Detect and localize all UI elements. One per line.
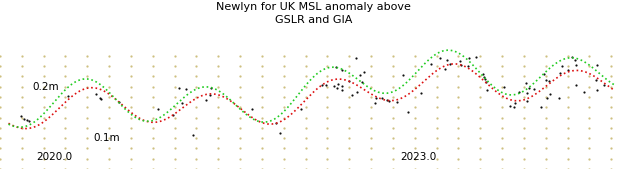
- Point: [205, 94, 215, 96]
- Point: [571, 84, 581, 86]
- Point: [332, 87, 342, 89]
- Point: [554, 97, 564, 99]
- Point: [555, 72, 565, 74]
- Point: [544, 80, 554, 83]
- Point: [442, 58, 452, 61]
- Text: 0.2m: 0.2m: [33, 82, 60, 92]
- Point: [188, 134, 198, 137]
- Point: [416, 91, 426, 94]
- Point: [478, 76, 488, 79]
- Point: [426, 63, 436, 66]
- Point: [505, 105, 515, 107]
- Point: [593, 89, 603, 92]
- Point: [456, 63, 466, 66]
- Text: 2023.0: 2023.0: [400, 152, 436, 162]
- Point: [510, 102, 520, 105]
- Point: [435, 57, 445, 60]
- Point: [350, 57, 361, 60]
- Point: [296, 108, 306, 111]
- Point: [329, 84, 339, 87]
- Point: [337, 85, 347, 87]
- Point: [472, 56, 482, 58]
- Text: 0.1m: 0.1m: [93, 133, 120, 143]
- Point: [384, 100, 394, 103]
- Point: [482, 81, 492, 83]
- Point: [357, 81, 367, 84]
- Point: [509, 105, 519, 108]
- Point: [428, 42, 438, 45]
- Text: Newlyn for UK MSL anomaly above
GSLR and GIA: Newlyn for UK MSL anomaly above GSLR and…: [216, 2, 411, 25]
- Point: [536, 106, 546, 109]
- Point: [24, 120, 34, 123]
- Point: [317, 83, 327, 86]
- Point: [398, 73, 408, 76]
- Point: [337, 68, 347, 71]
- Point: [321, 84, 331, 86]
- Point: [539, 73, 549, 76]
- Point: [63, 95, 73, 97]
- Point: [332, 82, 342, 85]
- Point: [403, 111, 413, 113]
- Point: [521, 81, 531, 84]
- Point: [455, 60, 465, 63]
- Point: [514, 91, 524, 94]
- Point: [599, 84, 609, 86]
- Point: [352, 91, 362, 93]
- Point: [522, 91, 532, 94]
- Point: [562, 69, 572, 72]
- Point: [359, 70, 369, 73]
- Point: [593, 64, 603, 67]
- Point: [167, 114, 177, 117]
- Point: [382, 99, 392, 101]
- Point: [114, 100, 124, 103]
- Point: [522, 100, 532, 103]
- Point: [440, 68, 450, 70]
- Point: [591, 79, 601, 82]
- Point: [371, 97, 381, 99]
- Text: 2020.0: 2020.0: [36, 152, 73, 162]
- Point: [337, 89, 347, 92]
- Point: [480, 78, 490, 81]
- Point: [95, 98, 105, 101]
- Point: [174, 86, 184, 89]
- Point: [19, 118, 29, 120]
- Point: [571, 64, 581, 67]
- Point: [177, 102, 187, 105]
- Point: [579, 90, 589, 93]
- Point: [529, 87, 539, 90]
- Point: [332, 66, 342, 68]
- Point: [95, 96, 105, 99]
- Point: [181, 88, 191, 91]
- Point: [347, 93, 357, 96]
- Point: [247, 108, 257, 111]
- Point: [355, 74, 365, 76]
- Point: [463, 65, 473, 68]
- Point: [91, 93, 101, 95]
- Point: [545, 93, 555, 95]
- Point: [445, 63, 455, 65]
- Point: [370, 101, 380, 104]
- Point: [542, 96, 552, 99]
- Point: [482, 89, 492, 92]
- Point: [201, 99, 211, 101]
- Point: [524, 87, 534, 89]
- Point: [557, 64, 567, 67]
- Point: [570, 58, 580, 61]
- Point: [478, 73, 488, 75]
- Point: [16, 114, 26, 117]
- Point: [275, 131, 285, 134]
- Point: [377, 96, 387, 99]
- Point: [567, 56, 577, 58]
- Point: [22, 119, 32, 122]
- Point: [206, 87, 216, 90]
- Point: [344, 80, 354, 82]
- Point: [464, 56, 474, 59]
- Point: [271, 121, 281, 124]
- Point: [499, 86, 509, 89]
- Point: [541, 79, 551, 82]
- Point: [153, 108, 163, 111]
- Point: [393, 101, 403, 103]
